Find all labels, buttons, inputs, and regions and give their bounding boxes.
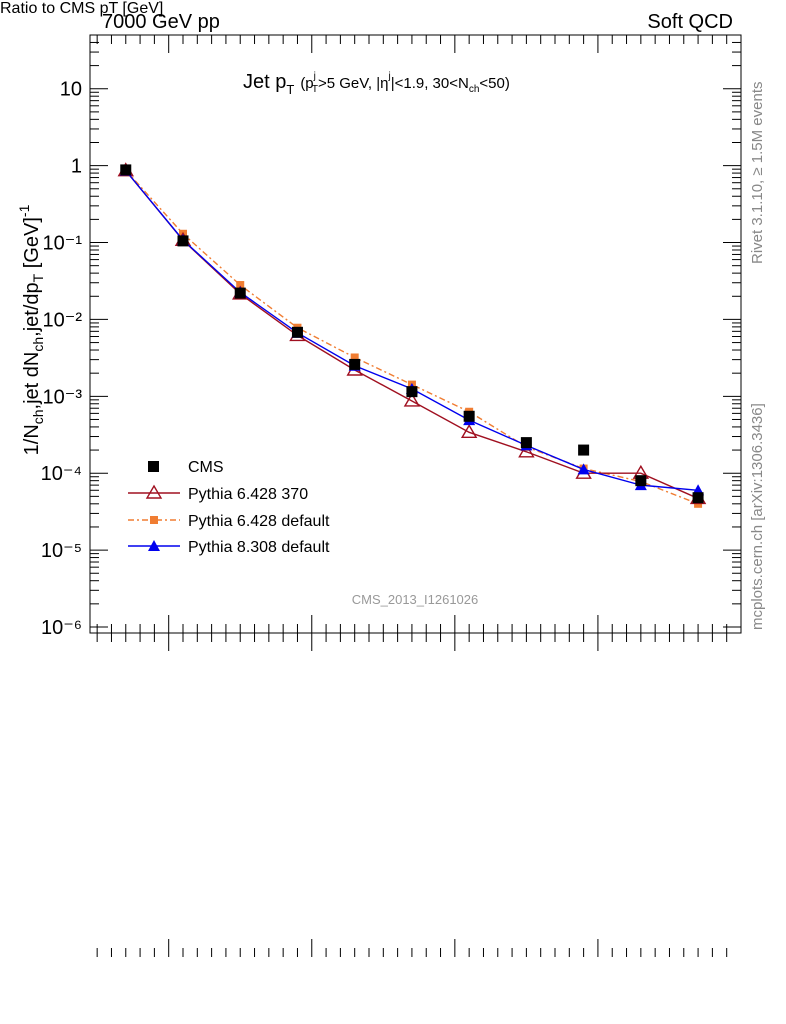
rivet-label: Rivet 3.1.10, ≥ 1.5M events — [749, 82, 766, 265]
ratio-frame: 0.50.51122 Ratio to CMS — [0, 0, 100, 17]
main-point-pythia-8-308-default — [577, 463, 590, 475]
main-point-cms — [177, 235, 189, 247]
main-frame — [89, 34, 742, 634]
watermark: CMS_2013_I1261026 — [352, 592, 479, 607]
main-point-cms — [578, 444, 590, 456]
main-point-pythia-6-428-370 — [403, 392, 421, 407]
main-point-cms — [234, 287, 246, 299]
main-series-layer — [117, 162, 707, 508]
legend-label-cms: CMS — [188, 459, 224, 476]
legend-item-p6-default: Pythia 6.428 default — [128, 513, 330, 530]
main-ticks — [90, 34, 741, 957]
main-y-tick-labels: 10⁻⁶ 10⁻⁵ 10⁻⁴ 10⁻³ 10⁻² 10⁻¹ 1 10 — [41, 79, 83, 639]
header-left: 7000 GeV pp — [102, 11, 220, 33]
main-point-cms — [120, 164, 132, 176]
y-tick-label-main: 10⁻¹ — [43, 233, 83, 255]
main-point-cms — [692, 492, 704, 504]
legend-item-p6-370: Pythia 6.428 370 — [128, 484, 308, 503]
y-axis-title-ratio: Ratio to CMS — [0, 0, 96, 17]
y-tick-label-main: 1 — [71, 156, 82, 178]
y-tick-label-main: 10 — [60, 79, 82, 101]
ratio-panel: 0.50.51122 Ratio to CMS — [0, 0, 100, 17]
y-tick-label-main: 10⁻⁴ — [41, 463, 82, 485]
legend-label-p6-default: Pythia 6.428 default — [188, 513, 330, 530]
y-axis-title-main: 1/Nch,jet dNch,jet/dpT [GeV]-1 — [16, 204, 46, 455]
legend-marker-cms — [148, 461, 159, 472]
legend: CMS Pythia 6.428 370 Pythia 6.428 defaul… — [128, 459, 330, 556]
main-point-pythia-6-428-default — [350, 353, 359, 362]
main-point-pythia-6-428-default — [236, 281, 245, 290]
y-tick-label-main: 10⁻² — [43, 309, 83, 331]
main-panel: 10⁻⁶ 10⁻⁵ 10⁻⁴ 10⁻³ 10⁻² 10⁻¹ 1 10 Jet pT (pj T>5… — [16, 34, 742, 957]
plot-title: Jet pT (pj T>5 GeV, |ηj|<1.9, 30<Nch<50) — [243, 71, 510, 97]
mcplots-label: mcplots.cern.ch [arXiv:1306.3436] — [749, 403, 766, 630]
main-line-pythia-6-428-370 — [125, 170, 699, 500]
legend-item-cms: CMS — [148, 459, 224, 476]
legend-marker-p6-370 — [145, 484, 163, 499]
y-tick-label-main: 10⁻⁶ — [41, 617, 82, 639]
x-axis-title: pT [GeV] — [99, 0, 164, 17]
main-point-cms — [291, 326, 303, 338]
legend-item-p8-default: Pythia 8.308 default — [128, 539, 330, 556]
main-line-pythia-8-308-default — [125, 170, 699, 491]
y-tick-label-main: 10⁻³ — [43, 386, 83, 408]
main-point-cms — [635, 475, 647, 487]
legend-label-p6-370: Pythia 6.428 370 — [188, 486, 308, 503]
main-point-cms — [349, 358, 361, 370]
legend-marker-p8-default — [148, 540, 160, 551]
main-point-cms — [463, 410, 475, 422]
y-tick-label-main: 10⁻⁵ — [41, 540, 82, 562]
main-point-pythia-6-428-370 — [518, 443, 535, 458]
legend-marker-p6-default — [150, 516, 158, 524]
main-point-pythia-6-428-370 — [460, 423, 478, 439]
header-right: Soft QCD — [647, 11, 733, 33]
main-point-cms — [520, 437, 532, 449]
main-line-pythia-6-428-default — [125, 169, 699, 505]
main-point-cms — [406, 386, 418, 398]
legend-label-p8-default: Pythia 8.308 default — [188, 539, 330, 556]
